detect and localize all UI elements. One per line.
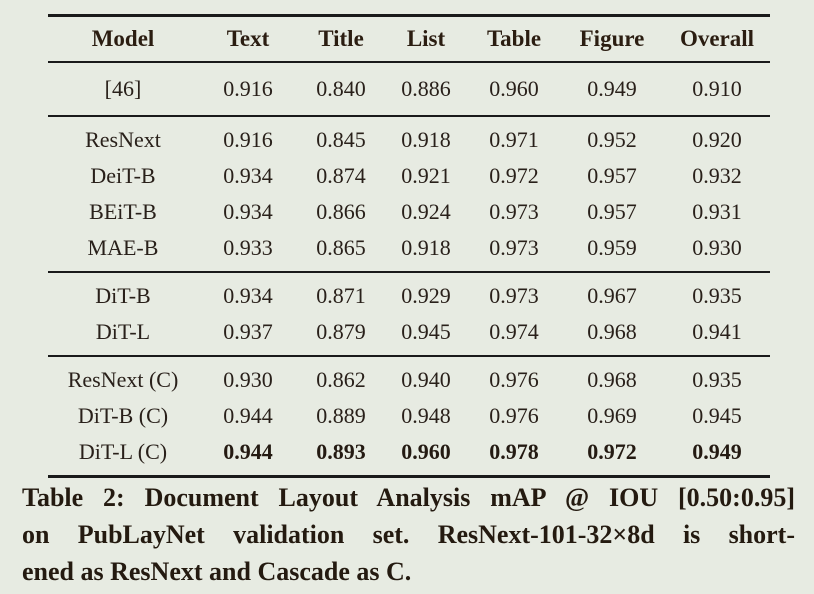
value-cell: 0.933 (223, 235, 273, 260)
value-cell: 0.931 (692, 199, 742, 224)
value-cell: 0.934 (223, 199, 273, 224)
table-header: Model Text Title List Table Figure Overall (48, 15, 770, 63)
column-header: List (384, 15, 468, 63)
model-cell: DiT-L (95, 319, 151, 344)
value-cell: 0.934 (223, 283, 273, 308)
table-group-4: ResNext (C) 0.930 0.862 0.940 0.976 0.968 0.93… (48, 356, 770, 477)
value-cell: 0.930 (223, 367, 273, 392)
value-cell: 0.967 (587, 283, 637, 308)
model-cell: ResNext (C) (67, 367, 179, 392)
table-row: ResNext 0.916 0.845 0.918 0.971 0.952 0.920 (48, 116, 770, 158)
value-cell: 0.972 (489, 163, 539, 188)
value-cell: 0.862 (316, 367, 366, 392)
model-cell: DiT-B (C) (77, 403, 169, 428)
column-header: Overall (664, 15, 770, 63)
column-header: Table (468, 15, 560, 63)
value-cell: 0.944 (223, 439, 273, 464)
value-cell: 0.865 (316, 235, 366, 260)
value-cell: 0.959 (587, 235, 637, 260)
model-cell: [46] (104, 76, 142, 101)
value-cell: 0.976 (489, 367, 539, 392)
value-cell: 0.930 (692, 235, 742, 260)
value-cell: 0.968 (587, 367, 637, 392)
table-row: [46] 0.916 0.840 0.886 0.960 0.949 0.910 (48, 62, 770, 116)
value-cell: 0.929 (401, 283, 451, 308)
value-cell: 0.952 (587, 127, 637, 152)
value-cell: 0.957 (587, 199, 637, 224)
table-row: DiT-L (C) 0.944 0.893 0.960 0.978 0.972 0.949 (48, 434, 770, 477)
value-cell: 0.893 (316, 439, 366, 464)
value-cell: 0.918 (401, 235, 451, 260)
table-row: ResNext (C) 0.930 0.862 0.940 0.976 0.968 0.93… (48, 356, 770, 398)
value-cell: 0.941 (692, 319, 742, 344)
value-cell: 0.973 (489, 283, 539, 308)
value-cell: 0.920 (692, 127, 742, 152)
caption-line: Table 2: Document Layout Analysis mAP @ … (22, 483, 795, 512)
table-row: DiT-B 0.934 0.871 0.929 0.973 0.967 0.935 (48, 272, 770, 314)
table-group-3: DiT-B 0.934 0.871 0.929 0.973 0.967 0.935 DiT-L… (48, 272, 770, 356)
value-cell: 0.916 (223, 76, 273, 101)
value-cell: 0.960 (401, 439, 451, 464)
value-cell: 0.918 (401, 127, 451, 152)
value-cell: 0.945 (401, 319, 451, 344)
value-cell: 0.944 (223, 403, 273, 428)
value-cell: 0.978 (489, 439, 539, 464)
value-cell: 0.932 (692, 163, 742, 188)
model-cell: MAE-B (87, 235, 159, 260)
value-cell: 0.845 (316, 127, 366, 152)
table-row: BEiT-B 0.934 0.866 0.924 0.973 0.957 0.931 (48, 194, 770, 230)
table-caption: Table 2: Document Layout Analysis mAP @ … (22, 479, 795, 590)
value-cell: 0.968 (587, 319, 637, 344)
table-row: DeiT-B 0.934 0.874 0.921 0.972 0.957 0.932 (48, 158, 770, 194)
value-cell: 0.871 (316, 283, 366, 308)
value-cell: 0.973 (489, 199, 539, 224)
value-cell: 0.916 (223, 127, 273, 152)
value-cell: 0.889 (316, 403, 366, 428)
value-cell: 0.971 (489, 127, 539, 152)
model-cell: DiT-L (C) (78, 439, 168, 464)
value-cell: 0.973 (489, 235, 539, 260)
value-cell: 0.948 (401, 403, 451, 428)
model-cell: DeiT-B (90, 163, 156, 188)
value-cell: 0.949 (587, 76, 637, 101)
column-header: Title (298, 15, 384, 63)
table-row: DiT-L 0.937 0.879 0.945 0.974 0.968 0.941 (48, 314, 770, 356)
value-cell: 0.840 (316, 76, 366, 101)
value-cell: 0.972 (587, 439, 637, 464)
column-header: Model (48, 15, 198, 63)
value-cell: 0.866 (316, 199, 366, 224)
value-cell: 0.935 (692, 367, 742, 392)
value-cell: 0.935 (692, 283, 742, 308)
map-results-table: Model Text Title List Table Figure Overall [46… (48, 14, 770, 478)
value-cell: 0.924 (401, 199, 451, 224)
model-cell: BEiT-B (89, 199, 157, 224)
value-cell: 0.937 (223, 319, 273, 344)
value-cell: 0.886 (401, 76, 451, 101)
table-row: MAE-B 0.933 0.865 0.918 0.973 0.959 0.930 (48, 230, 770, 272)
column-header: Text (198, 15, 298, 63)
column-header: Figure (560, 15, 664, 63)
model-cell: DiT-B (95, 283, 151, 308)
value-cell: 0.874 (316, 163, 366, 188)
model-cell: ResNext (85, 127, 161, 152)
value-cell: 0.960 (489, 76, 539, 101)
value-cell: 0.921 (401, 163, 451, 188)
caption-line: ened as ResNext and Cascade as C. (22, 557, 412, 586)
results-table: Model Text Title List Table Figure Overall [46… (48, 14, 770, 478)
table-row: DiT-B (C) 0.944 0.889 0.948 0.976 0.969 0.945 (48, 398, 770, 434)
value-cell: 0.949 (692, 439, 742, 464)
value-cell: 0.940 (401, 367, 451, 392)
value-cell: 0.879 (316, 319, 366, 344)
value-cell: 0.969 (587, 403, 637, 428)
value-cell: 0.974 (489, 319, 539, 344)
value-cell: 0.976 (489, 403, 539, 428)
value-cell: 0.934 (223, 163, 273, 188)
value-cell: 0.945 (692, 403, 742, 428)
caption-line: on PubLayNet validation set. ResNext-101… (22, 520, 795, 549)
table-group-1: [46] 0.916 0.840 0.886 0.960 0.949 0.910 (48, 62, 770, 116)
value-cell: 0.910 (692, 76, 742, 101)
value-cell: 0.957 (587, 163, 637, 188)
table-group-2: ResNext 0.916 0.845 0.918 0.971 0.952 0.920 Dei… (48, 116, 770, 272)
header-row: Model Text Title List Table Figure Overall (48, 15, 770, 63)
